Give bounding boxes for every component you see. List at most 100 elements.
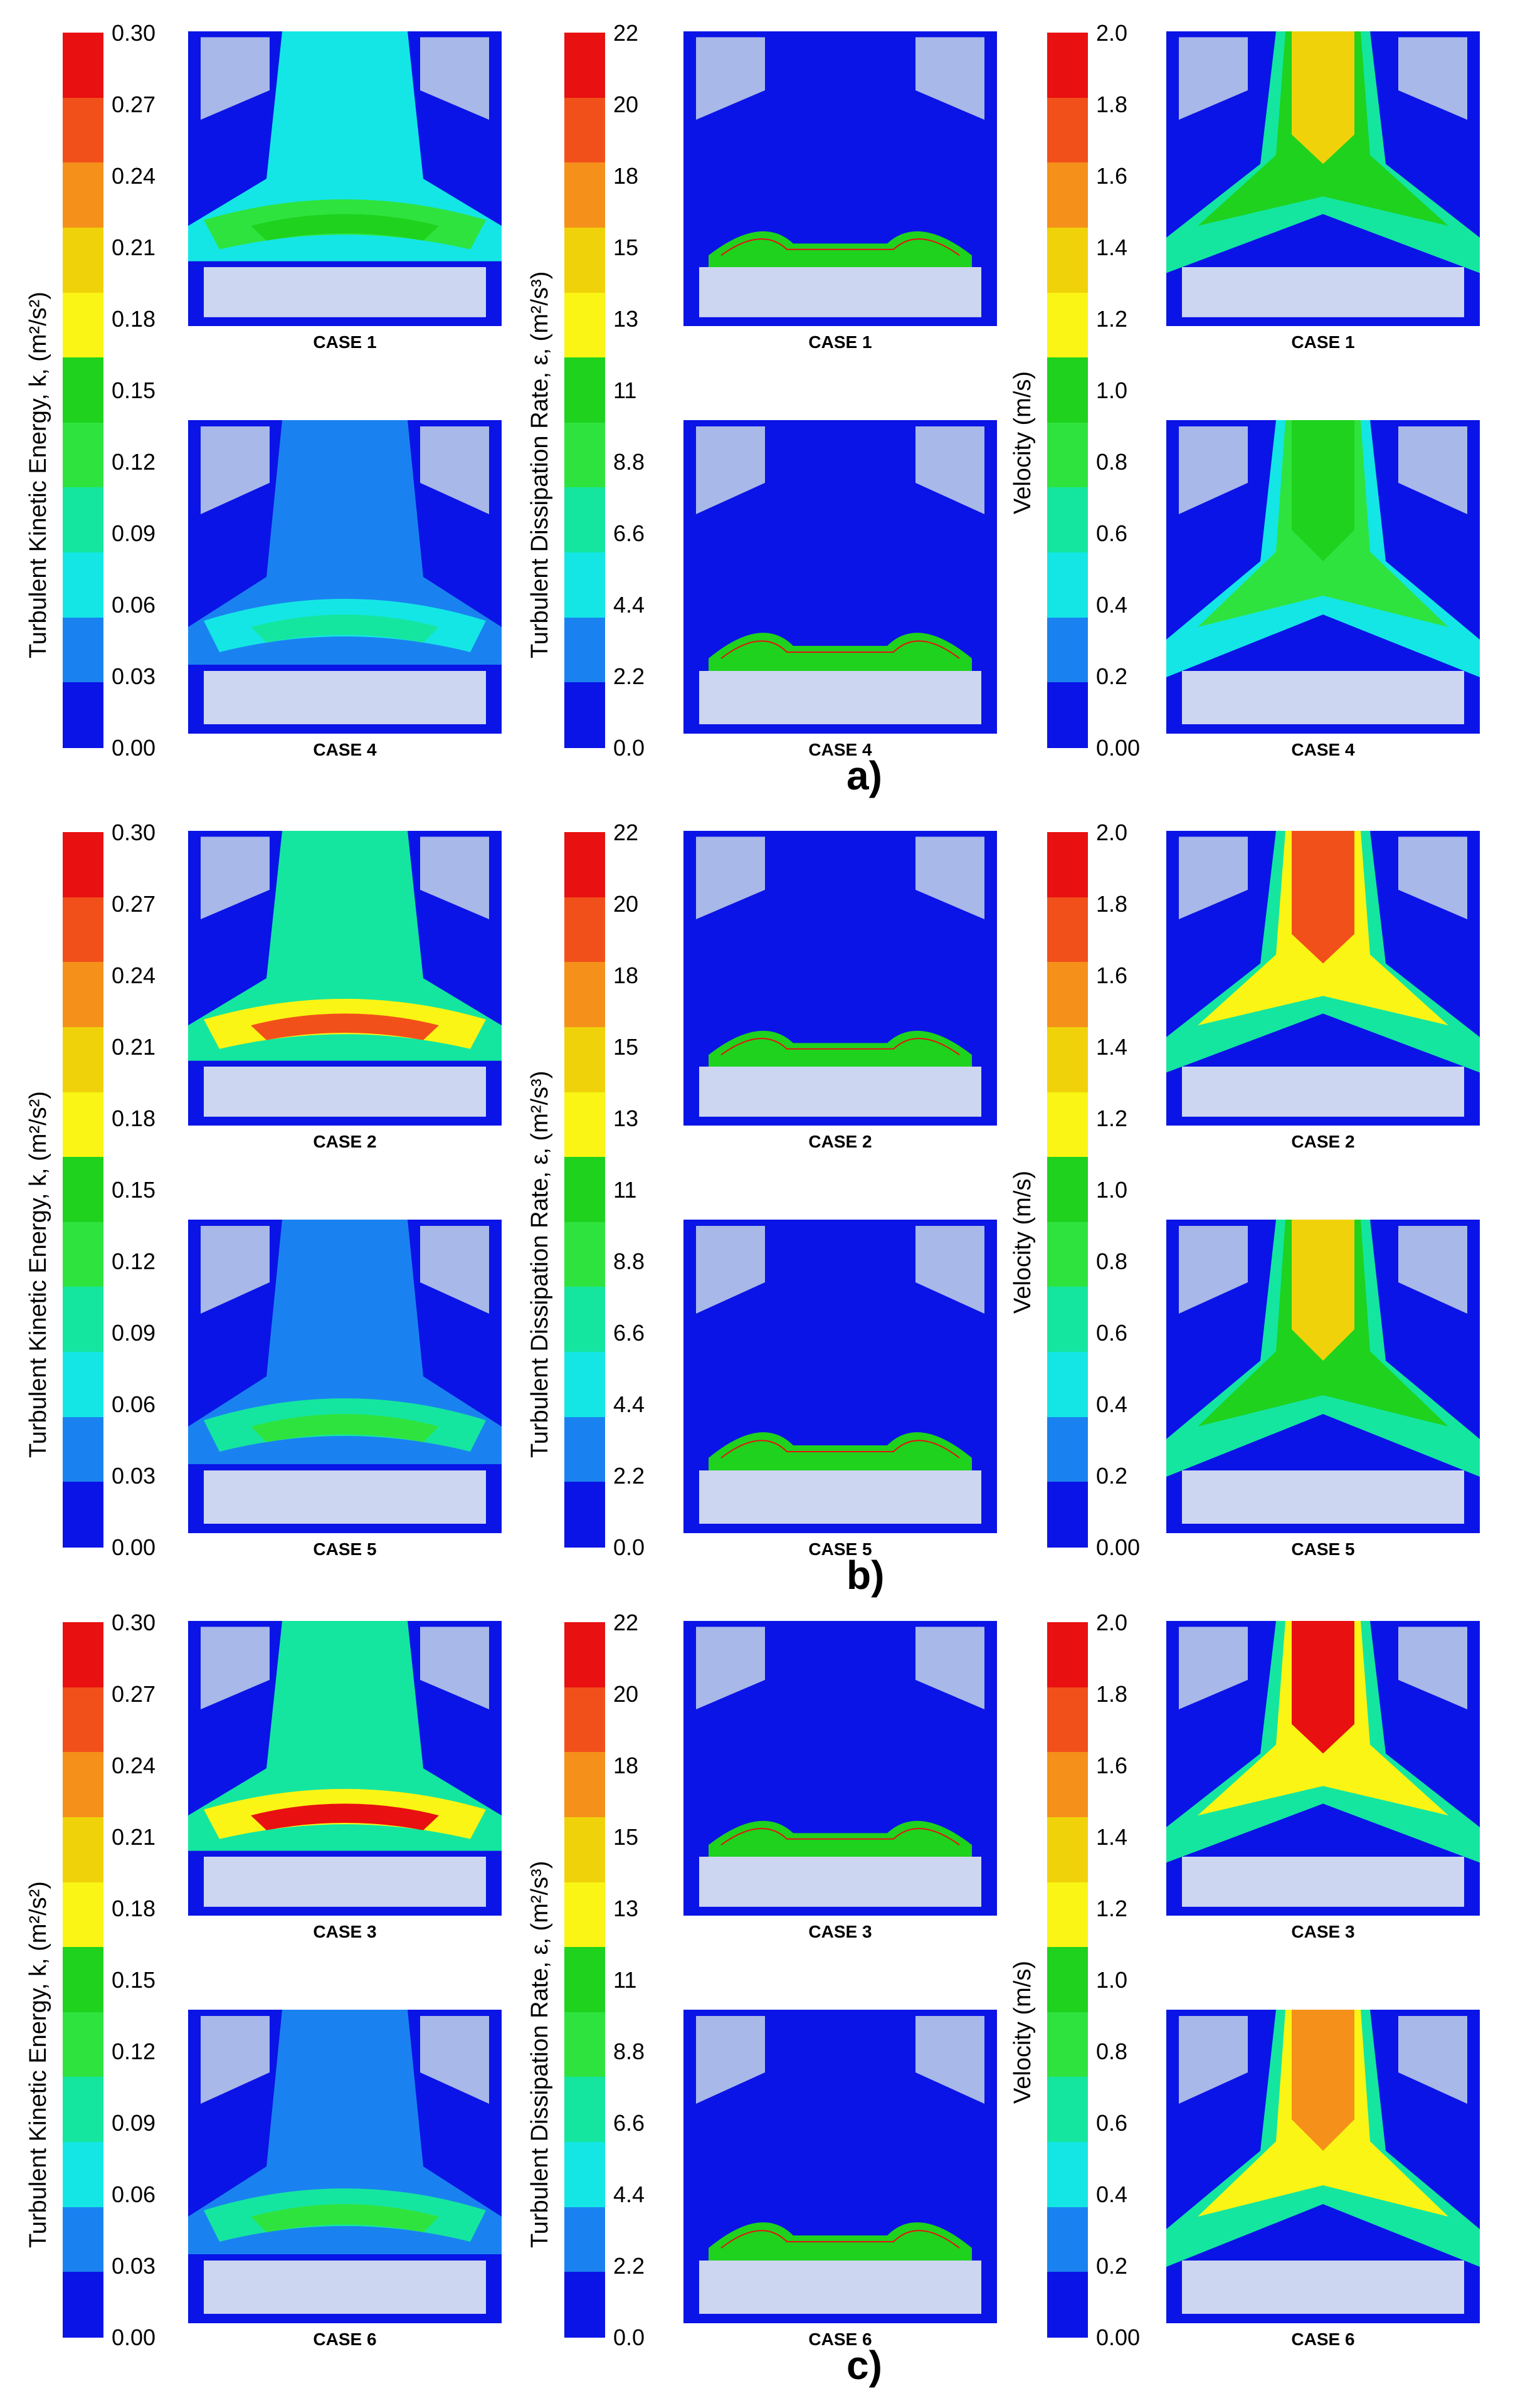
colorbar-tick-label: 22 — [613, 820, 639, 845]
jet-core — [1292, 1621, 1354, 1754]
case-label: CASE 2 — [1291, 1132, 1355, 1151]
colorbar-tick-label: 0.30 — [112, 1610, 156, 1635]
colorbar-segment — [564, 962, 605, 1028]
eps-axis-label: Turbulent Dissipation Rate, ε, (m²/s³) — [527, 271, 553, 658]
colorbar-tick-label: 0.12 — [112, 1248, 156, 1274]
nozzle-left-block — [696, 2016, 765, 2104]
colorbar-segment — [63, 897, 103, 963]
colorbar-tick-label: 0.00 — [112, 2324, 156, 2350]
colorbar-tick-label: 0.00 — [112, 1534, 156, 1560]
case-label: CASE 4 — [1291, 740, 1355, 759]
colorbar-tick-label: 0.18 — [112, 1896, 156, 1921]
colorbar-segment — [1047, 682, 1088, 748]
colorbar-tick-label: 0.27 — [112, 92, 156, 117]
contour-field — [188, 1621, 502, 1907]
colorbar-segment — [1047, 897, 1088, 963]
colorbar-segment — [63, 1417, 103, 1483]
eps-axis-label: Turbulent Dissipation Rate, ε, (m²/s³) — [527, 1070, 553, 1458]
contour-field — [1166, 420, 1480, 724]
colorbar-tick-label: 0.06 — [112, 1391, 156, 1417]
colorbar-segment — [63, 1687, 103, 1753]
colorbar-tick-label: 0.6 — [1096, 2110, 1128, 2136]
colorbar-segment — [564, 487, 605, 554]
colorbar-segment — [1047, 1157, 1088, 1223]
eps-colorbar — [564, 832, 605, 1548]
dissipation-peak-line — [720, 640, 960, 659]
colorbar-segment — [1047, 1417, 1088, 1483]
colorbar-tick-label: 0.09 — [112, 1320, 156, 1346]
colorbar-segment — [564, 2012, 605, 2078]
turbulence-band-outer — [188, 31, 502, 261]
colorbar-tick-label: 0.8 — [1096, 1248, 1128, 1274]
colorbar-segment — [564, 552, 605, 618]
contour-field — [1166, 31, 1480, 317]
colorbar-segment — [1047, 1817, 1088, 1883]
eps-colorbar — [564, 33, 605, 748]
nozzle-left-block — [696, 1226, 765, 1314]
colorbar-segment — [1047, 1752, 1088, 1818]
target-plate — [204, 671, 486, 724]
colorbar-tick-label: 4.4 — [613, 2182, 645, 2207]
colorbar-segment — [564, 1352, 605, 1418]
target-plate — [1182, 1067, 1464, 1117]
colorbar-tick-label: 2.2 — [613, 663, 645, 689]
colorbar-segment — [63, 617, 103, 683]
colorbar-tick-label: 0.03 — [112, 1463, 156, 1489]
vel-axis-label: Velocity (m/s) — [1010, 371, 1036, 514]
colorbar-tick-label: 2.0 — [1096, 20, 1128, 46]
colorbar-segment — [564, 97, 605, 164]
colorbar-tick-label: 0.24 — [112, 963, 156, 988]
case-label: CASE 2 — [808, 1132, 872, 1151]
contour-field — [188, 2010, 502, 2314]
case-label: CASE 1 — [1291, 332, 1355, 352]
nozzle-right-block — [915, 426, 984, 514]
colorbar-tick-label: 2.0 — [1096, 1610, 1128, 1635]
colorbar-tick-label: 0.27 — [112, 1681, 156, 1707]
turbulence-core — [251, 1803, 439, 1830]
colorbar-tick-label: 0.8 — [1096, 2039, 1128, 2064]
k-axis-label: Turbulent Kinetic Energy, k, (m²/s²) — [25, 1091, 51, 1458]
case-label: CASE 5 — [1291, 1539, 1355, 1559]
nozzle-left-block — [1179, 37, 1248, 120]
colorbar-tick-label: 0.4 — [1096, 2182, 1128, 2207]
figure-group: 0.30 0.27 0.24 0.21 0.18 0.15 0.12 0.09 0.06 0.03… — [0, 820, 1540, 1598]
contour-field — [696, 1226, 984, 1524]
eps-contour-panel — [683, 2010, 997, 2323]
dissipation-peak-line — [720, 1440, 960, 1459]
k-axis-label: Turbulent Kinetic Energy, k, (m²/s²) — [25, 1881, 51, 2248]
colorbar-tick-label: 1.8 — [1096, 1681, 1128, 1707]
colorbar-segment — [1047, 2012, 1088, 2078]
turbulence-core — [251, 1414, 439, 1442]
target-plate — [204, 1857, 486, 1907]
colorbar-segment — [63, 682, 103, 748]
colorbar-segment — [564, 1947, 605, 2013]
k-contour-panel — [188, 1220, 502, 1533]
colorbar-tick-label: 0.15 — [112, 1177, 156, 1203]
group-label: c) — [846, 2343, 882, 2388]
colorbar-segment — [564, 33, 605, 98]
colorbar-segment — [63, 1287, 103, 1353]
target-plate — [1182, 1857, 1464, 1907]
nozzle-left-block — [1179, 836, 1248, 919]
colorbar-tick-label: 1.6 — [1096, 963, 1128, 988]
colorbar-tick-label: 0.6 — [1096, 1320, 1128, 1346]
colorbar-tick-label: 0.21 — [112, 235, 156, 260]
case-label: CASE 3 — [808, 1922, 872, 1941]
case-label: CASE 2 — [313, 1132, 377, 1151]
k-colorbar — [63, 33, 103, 748]
colorbar-segment — [564, 227, 605, 293]
jet-core — [1292, 1220, 1354, 1361]
turbulence-core — [251, 2204, 439, 2232]
nozzle-left-block — [1179, 426, 1248, 514]
turbulence-band-outer — [188, 420, 502, 665]
dissipation-peak-line — [720, 1828, 960, 1846]
colorbar-tick-label: 1.4 — [1096, 1034, 1128, 1060]
colorbar-tick-label: 0.06 — [112, 2182, 156, 2207]
colorbar-segment — [63, 1221, 103, 1288]
k-contour-panel — [188, 420, 502, 734]
colorbar-segment — [1047, 357, 1088, 423]
colorbar-segment — [564, 897, 605, 963]
colorbar-segment — [63, 1947, 103, 2013]
dissipation-peak-line — [720, 2230, 960, 2249]
contour-field — [1166, 1220, 1480, 1524]
